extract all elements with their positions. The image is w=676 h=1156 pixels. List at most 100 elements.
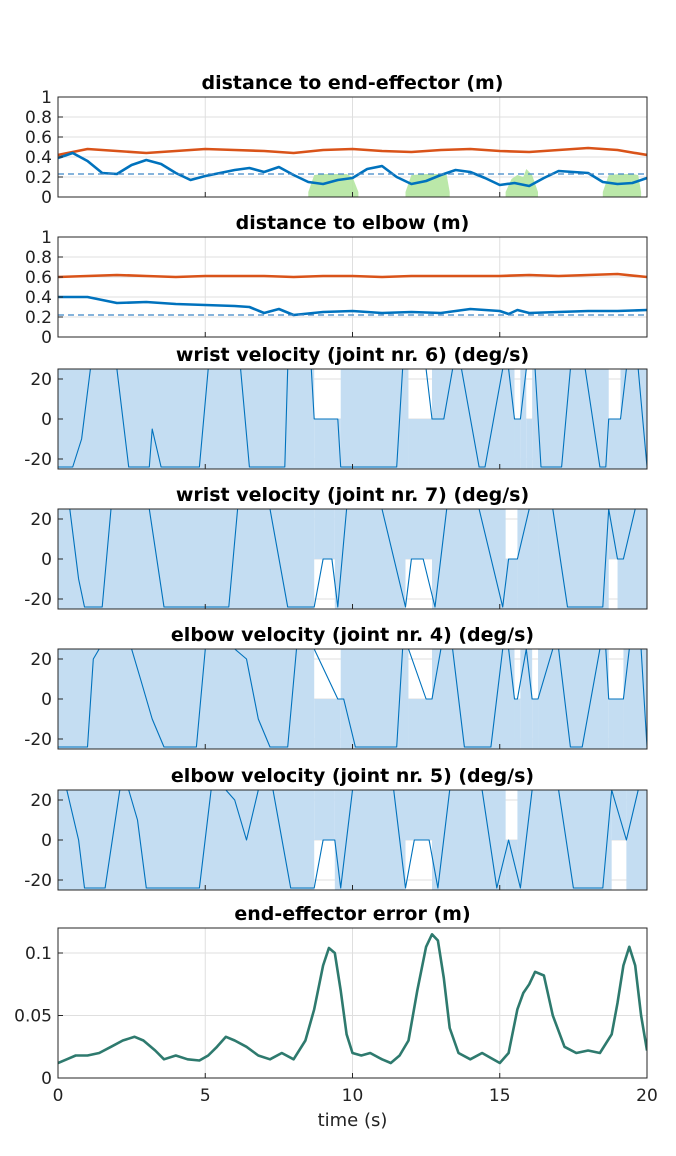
shaded-region [602,174,642,197]
y-tick-label: -20 [24,871,52,891]
chart-panel-5: elbow velocity (joint nr. 4) (deg/s) -20 0… [24,624,648,750]
shaded-region [405,174,450,197]
y-tick-label: 0.2 [25,168,52,188]
chart-panel-4: wrist velocity (joint nr. 7) (deg/s) -20 0… [24,484,648,610]
y-tick-label: 0 [41,328,52,348]
y-tick-label: 0 [41,831,52,851]
x-tick-label: 10 [342,1086,364,1106]
series-line-1 [58,790,647,889]
series-line-1 [58,509,647,608]
series-line-1 [58,649,647,748]
velocity-band [58,509,315,609]
x-tick-label: 15 [489,1086,511,1106]
series-line-1 [58,369,647,468]
chart-title: end-effector error (m) [234,903,470,925]
series-line-1 [58,272,647,279]
velocity-band [314,509,335,559]
velocity-band [432,369,515,469]
velocity-band [340,369,409,469]
velocity-band [432,509,506,609]
y-tick-label: 0.6 [25,128,52,148]
velocity-band [408,419,433,469]
y-tick-label: 0.6 [25,268,52,288]
chart-title: elbow velocity (joint nr. 5) (deg/s) [171,765,534,787]
chart-title: elbow velocity (joint nr. 4) (deg/s) [171,624,534,646]
y-tick-label: 0.8 [25,108,52,128]
plot-area [58,272,647,317]
velocity-band [626,790,647,890]
x-axis-label: time (s) [318,1110,388,1131]
velocity-band [58,790,315,890]
velocity-band [532,699,539,749]
y-tick-label: 20 [30,650,52,670]
velocity-band [58,369,315,469]
plot-area [58,649,647,749]
velocity-band [608,419,621,469]
chart-panel-7: end-effector error (m) 0 0.05 0.1 0 5 10 15 20 ti… [14,903,658,1131]
velocity-band [432,649,515,749]
chart-title: wrist velocity (joint nr. 7) (deg/s) [176,484,529,506]
velocity-band [517,509,539,609]
velocity-band [405,509,433,559]
chart-panel-3: wrist velocity (joint nr. 6) (deg/s) -20 0… [24,344,648,470]
y-tick-label: 0.8 [25,248,52,268]
velocity-band [334,790,406,890]
y-tick-label: 1 [41,88,52,108]
series-line-1 [58,933,647,1065]
y-tick-label: 0.4 [25,148,52,168]
chart-title: distance to end-effector (m) [202,72,504,94]
chart-title: wrist velocity (joint nr. 6) (deg/s) [176,344,529,366]
series-line-2 [58,295,647,317]
velocity-band [314,699,341,749]
y-tick-label: 0 [41,1069,52,1089]
y-tick-label: 1 [41,228,52,248]
velocity-band [608,699,624,749]
velocity-band [526,419,533,469]
velocity-band [340,649,409,749]
velocity-band [517,790,612,890]
y-tick-label: -20 [24,590,52,610]
plot-area [58,790,647,890]
chart-panel-1: distance to end-effector (m) 00.20.40.60.… [25,72,648,208]
velocity-band [314,419,341,469]
x-tick-label: 20 [636,1086,658,1106]
velocity-band [314,790,335,840]
y-tick-label: 0.1 [25,944,52,964]
y-tick-label: 0 [41,188,52,208]
y-tick-label: 20 [30,370,52,390]
velocity-band [538,509,609,609]
y-tick-label: 0.2 [25,308,52,328]
velocity-band [505,559,518,609]
x-tick-label: 5 [200,1086,211,1106]
series-line-1 [58,146,647,157]
y-tick-label: 20 [30,510,52,530]
series-line-2 [58,151,647,188]
velocity-band [432,790,506,890]
y-tick-label: 0.05 [14,1007,52,1027]
y-tick-label: 0 [41,550,52,570]
velocity-band [58,649,315,749]
plot-area [58,146,647,197]
velocity-band [405,790,433,840]
y-tick-label: 0 [41,410,52,430]
shaded-region [505,169,538,197]
velocity-band [623,649,647,749]
y-tick-label: 0.4 [25,288,52,308]
velocity-band [514,699,521,749]
plot-area [58,509,647,609]
y-tick-label: 0 [41,690,52,710]
x-tick-label: 0 [53,1086,64,1106]
y-tick-label: -20 [24,450,52,470]
y-tick-label: -20 [24,730,52,750]
velocity-band [505,840,518,890]
chart-title: distance to elbow (m) [236,212,470,234]
plot-area [58,933,647,1065]
velocity-band [520,649,533,749]
y-tick-label: 20 [30,791,52,811]
chart-panel-2: distance to elbow (m) 00.20.40.60.81 [25,212,648,348]
plot-area [58,369,647,469]
velocity-band [520,369,527,469]
velocity-band [514,419,521,469]
velocity-band [532,369,609,469]
